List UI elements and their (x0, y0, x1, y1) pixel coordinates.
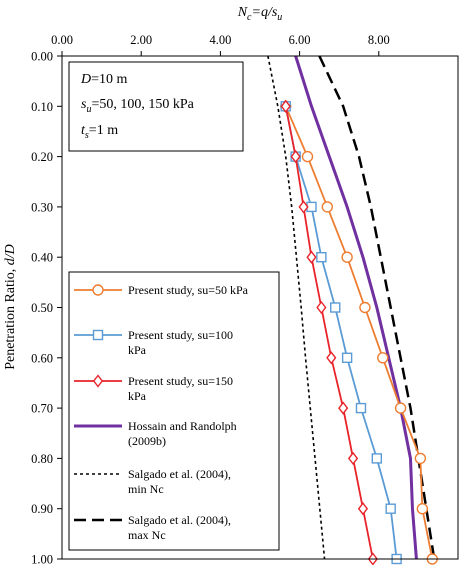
legend-marker (92, 284, 104, 296)
y-tick-label: 0.40 (31, 251, 53, 265)
data-point (341, 352, 353, 363)
data-point (359, 301, 371, 314)
data-point (316, 251, 327, 263)
data-point (341, 251, 353, 263)
series-line-1 (284, 106, 398, 560)
legend-label: Salgado et al. (2004), min Nc (128, 467, 231, 496)
y-tick-label: 0.60 (31, 351, 53, 365)
y-axis-title: Penetration Ratio, d/D (3, 244, 18, 370)
series-line-3 (294, 55, 418, 560)
y-tick-label: 0.80 (31, 452, 53, 466)
data-point (326, 351, 337, 365)
info-box-frame (68, 61, 244, 152)
data-point (385, 503, 396, 514)
x-tick-label: 2.00 (130, 33, 152, 47)
data-point (416, 503, 429, 515)
x-tick-label: 8.00 (368, 33, 390, 47)
y-tick-label: 0.10 (31, 100, 53, 114)
data-point (357, 502, 369, 516)
x-tick-label: 0.00 (51, 33, 73, 47)
series-line-0 (284, 105, 434, 560)
y-tick-label: 0.00 (31, 50, 53, 64)
data-point (371, 453, 383, 464)
data-point (355, 402, 367, 414)
x-axis-title-text: Nc=q/su (237, 5, 283, 23)
data-point (338, 401, 349, 415)
y-tick-label: 0.30 (31, 200, 53, 214)
legend-marker (92, 329, 104, 341)
y-tick-label: 0.50 (31, 301, 53, 315)
y-axis-title-text: Penetration Ratio, d/D (3, 244, 18, 370)
data-point (301, 150, 314, 163)
x-tick-label: 6.00 (289, 33, 311, 47)
info-line: ts=1 m (81, 123, 118, 141)
data-point (347, 451, 359, 466)
data-point (394, 402, 407, 414)
x-axis-title: Nc=q/su (237, 5, 283, 23)
legend-label: Present study, su=150 kPa (128, 374, 233, 403)
legend-marker (92, 374, 104, 388)
y-tick-label: 0.90 (31, 502, 53, 516)
x-tick-label: 4.00 (209, 33, 231, 47)
data-point (306, 250, 317, 264)
info-box: D=10 m su=50, 100, 150 kPa ts=1 m (68, 61, 244, 152)
data-point (377, 352, 389, 364)
plot-frame (61, 55, 459, 560)
data-point (316, 300, 327, 315)
y-tick-label: 0.70 (31, 402, 53, 416)
data-point (321, 201, 334, 213)
y-tick-label: 1.00 (31, 553, 53, 565)
series-line-4 (267, 55, 326, 560)
legend-label: Present study, su=50 kPa (128, 283, 249, 297)
legend-frame (68, 271, 280, 551)
legend: Present study, su=50 kPa Present study, s… (68, 271, 280, 551)
legend-label: Salgado et al. (2004), max Nc (128, 513, 231, 542)
data-point (290, 149, 301, 164)
info-line: D=10 m (80, 72, 128, 87)
data-point (298, 200, 309, 214)
series-line-2 (284, 106, 374, 560)
legend-label: Hossain and Randolph (2009b) (128, 419, 237, 448)
data-point (330, 302, 341, 313)
data-point (280, 99, 291, 113)
axis-ticks: 0.00 2.00 4.00 6.00 8.00 0.00 0.10 0.20 0.30 0.40… (31, 33, 390, 565)
info-line: su=50, 100, 150 kPa (81, 97, 195, 115)
y-tick-label: 0.20 (31, 150, 53, 164)
legend-label: Present study, su=100 kPa (128, 328, 233, 357)
data-point (414, 452, 427, 465)
series-layer (267, 55, 438, 565)
